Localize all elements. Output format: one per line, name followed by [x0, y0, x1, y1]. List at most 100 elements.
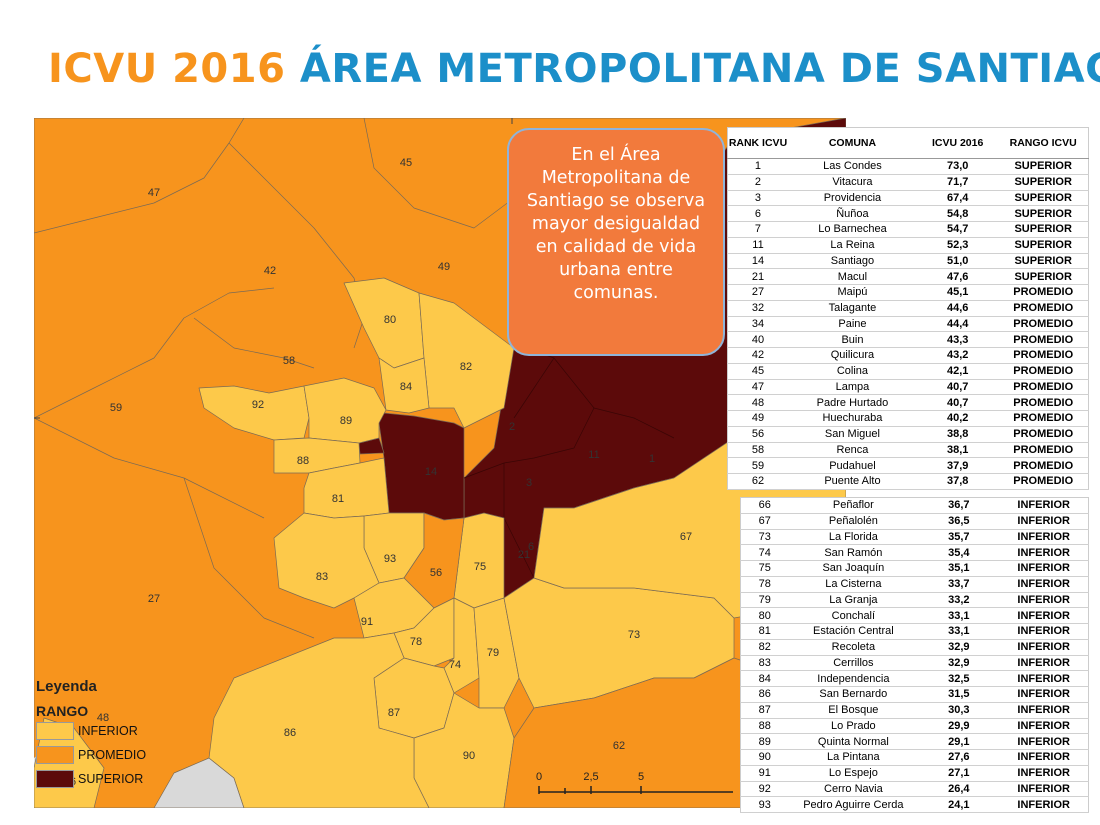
- cell-icvu: 26,4: [918, 781, 1000, 798]
- map-label-87: 87: [388, 707, 400, 719]
- cell-icvu: 38,1: [916, 442, 999, 459]
- cell-comuna: Cerrillos: [788, 655, 919, 672]
- map-label-47: 47: [148, 187, 160, 199]
- map-label-90: 90: [463, 750, 475, 762]
- cell-rank: 66: [740, 497, 789, 514]
- cell-icvu: 37,9: [916, 457, 999, 474]
- cell-rank: 73: [740, 529, 789, 546]
- cell-icvu: 40,7: [916, 394, 999, 411]
- legend-label-promedio: PROMEDIO: [78, 748, 147, 762]
- cell-icvu: 51,0: [916, 253, 999, 270]
- cell-comuna: San Ramón: [788, 544, 919, 561]
- cell-rank: 75: [740, 560, 789, 577]
- cell-rank: 82: [740, 639, 789, 656]
- cell-comuna: Quinta Normal: [788, 733, 919, 750]
- map-label-81: 81: [332, 493, 344, 505]
- cell-icvu: 43,2: [916, 347, 999, 364]
- cell-rango: INFERIOR: [999, 655, 1089, 672]
- cell-icvu: 27,6: [918, 749, 1000, 766]
- map-label-92: 92: [252, 399, 264, 411]
- cell-icvu: 31,5: [918, 686, 1000, 703]
- cell-icvu: 40,2: [916, 410, 999, 427]
- cell-rango: INFERIOR: [999, 544, 1089, 561]
- cell-rank: 11: [727, 237, 788, 254]
- cell-icvu: 40,7: [916, 379, 999, 396]
- cell-icvu: 33,2: [918, 592, 1000, 609]
- region-superior-center: [378, 412, 465, 521]
- cell-rango: PROMEDIO: [998, 394, 1089, 411]
- table-row: 40 Buin 43,3 PROMEDIO: [727, 331, 1089, 348]
- table-row: 80 Conchalí 33,1 INFERIOR: [740, 607, 1089, 624]
- table-row: 83 Cerrillos 32,9 INFERIOR: [740, 655, 1089, 672]
- table-row: 66 Peñaflor 36,7 INFERIOR: [740, 497, 1089, 514]
- title-region: ÁREA METROPOLITANA DE SANTIAGO: [299, 46, 1100, 92]
- cell-comuna: Las Condes: [787, 158, 917, 175]
- cell-rank: 84: [740, 670, 789, 687]
- cell-rank: 87: [740, 702, 789, 719]
- cell-icvu: 47,6: [916, 268, 999, 285]
- cell-rango: INFERIOR: [999, 765, 1089, 782]
- table-row: 27 Maipú 45,1 PROMEDIO: [727, 284, 1089, 301]
- cell-comuna: Pedro Aguirre Cerda: [788, 796, 919, 813]
- comuna-92: [198, 385, 310, 441]
- map-label-62: 62: [613, 740, 625, 752]
- cell-comuna: Paine: [787, 316, 917, 333]
- cell-comuna: La Granja: [788, 592, 919, 609]
- table-row: 75 San Joaquín 35,1 INFERIOR: [740, 560, 1089, 577]
- cell-rango: PROMEDIO: [998, 347, 1089, 364]
- cell-rango: INFERIOR: [999, 576, 1089, 593]
- cell-icvu: 54,7: [916, 221, 999, 238]
- cell-icvu: 42,1: [916, 363, 999, 380]
- cell-rango: INFERIOR: [999, 639, 1089, 656]
- map-label-21: 21: [518, 549, 530, 561]
- cell-rango: PROMEDIO: [998, 284, 1089, 301]
- cell-comuna: Lo Barnechea: [787, 221, 917, 238]
- cell-rango: PROMEDIO: [998, 379, 1089, 396]
- boundary-27: [183, 477, 315, 639]
- cell-rank: 79: [740, 592, 789, 609]
- table-row: 93 Pedro Aguirre Cerda 24,1 INFERIOR: [740, 796, 1089, 813]
- table-row: 81 Estación Central 33,1 INFERIOR: [740, 623, 1089, 640]
- cell-icvu: 27,1: [918, 765, 1000, 782]
- table-row: 1 Las Condes 73,0 SUPERIOR: [727, 158, 1089, 175]
- cell-comuna: La Cisterna: [788, 576, 919, 593]
- map-label-78: 78: [410, 636, 422, 648]
- cell-rank: 27: [727, 284, 788, 301]
- cell-rank: 62: [727, 473, 788, 490]
- table-row: 88 Lo Prado 29,9 INFERIOR: [740, 718, 1089, 735]
- cell-comuna: San Bernardo: [788, 686, 919, 703]
- table-row: 90 La Pintana 27,6 INFERIOR: [740, 749, 1089, 766]
- cell-icvu: 37,8: [916, 473, 999, 490]
- cell-rank: 49: [727, 410, 788, 427]
- cell-comuna: Vitacura: [787, 174, 917, 191]
- cell-rango: PROMEDIO: [998, 457, 1089, 474]
- legend-label-superior: SUPERIOR: [78, 772, 144, 786]
- cell-rango: INFERIOR: [999, 497, 1089, 514]
- cell-icvu: 32,9: [918, 655, 1000, 672]
- cell-comuna: Macul: [787, 268, 917, 285]
- legend-subtitle: RANGO: [36, 703, 89, 719]
- map-label-67: 67: [680, 531, 692, 543]
- legend-swatch-promedio: [36, 746, 74, 764]
- cell-rango: SUPERIOR: [998, 174, 1089, 191]
- table-row: 58 Renca 38,1 PROMEDIO: [727, 442, 1089, 459]
- cell-comuna: La Pintana: [788, 749, 919, 766]
- cell-comuna: San Miguel: [787, 426, 917, 443]
- cell-comuna: Lampa: [787, 379, 917, 396]
- scale-label-2-5: 2,5: [583, 771, 598, 783]
- map-label-73: 73: [628, 629, 640, 641]
- table-row: 34 Paine 44,4 PROMEDIO: [727, 316, 1089, 333]
- cell-comuna: Peñalolén: [788, 513, 919, 530]
- cell-rango: INFERIOR: [999, 686, 1089, 703]
- cell-rango: PROMEDIO: [998, 473, 1089, 490]
- cell-rank: 74: [740, 544, 789, 561]
- table-row: 62 Puente Alto 37,8 PROMEDIO: [727, 473, 1089, 490]
- map-label-48: 48: [97, 712, 109, 724]
- cell-rango: PROMEDIO: [998, 426, 1089, 443]
- legend-title: Leyenda: [36, 678, 97, 695]
- map-label-3: 3: [526, 477, 532, 489]
- cell-rank: 91: [740, 765, 789, 782]
- map-label-75: 75: [474, 561, 486, 573]
- cell-rango: SUPERIOR: [998, 237, 1089, 254]
- map-label-91: 91: [361, 616, 373, 628]
